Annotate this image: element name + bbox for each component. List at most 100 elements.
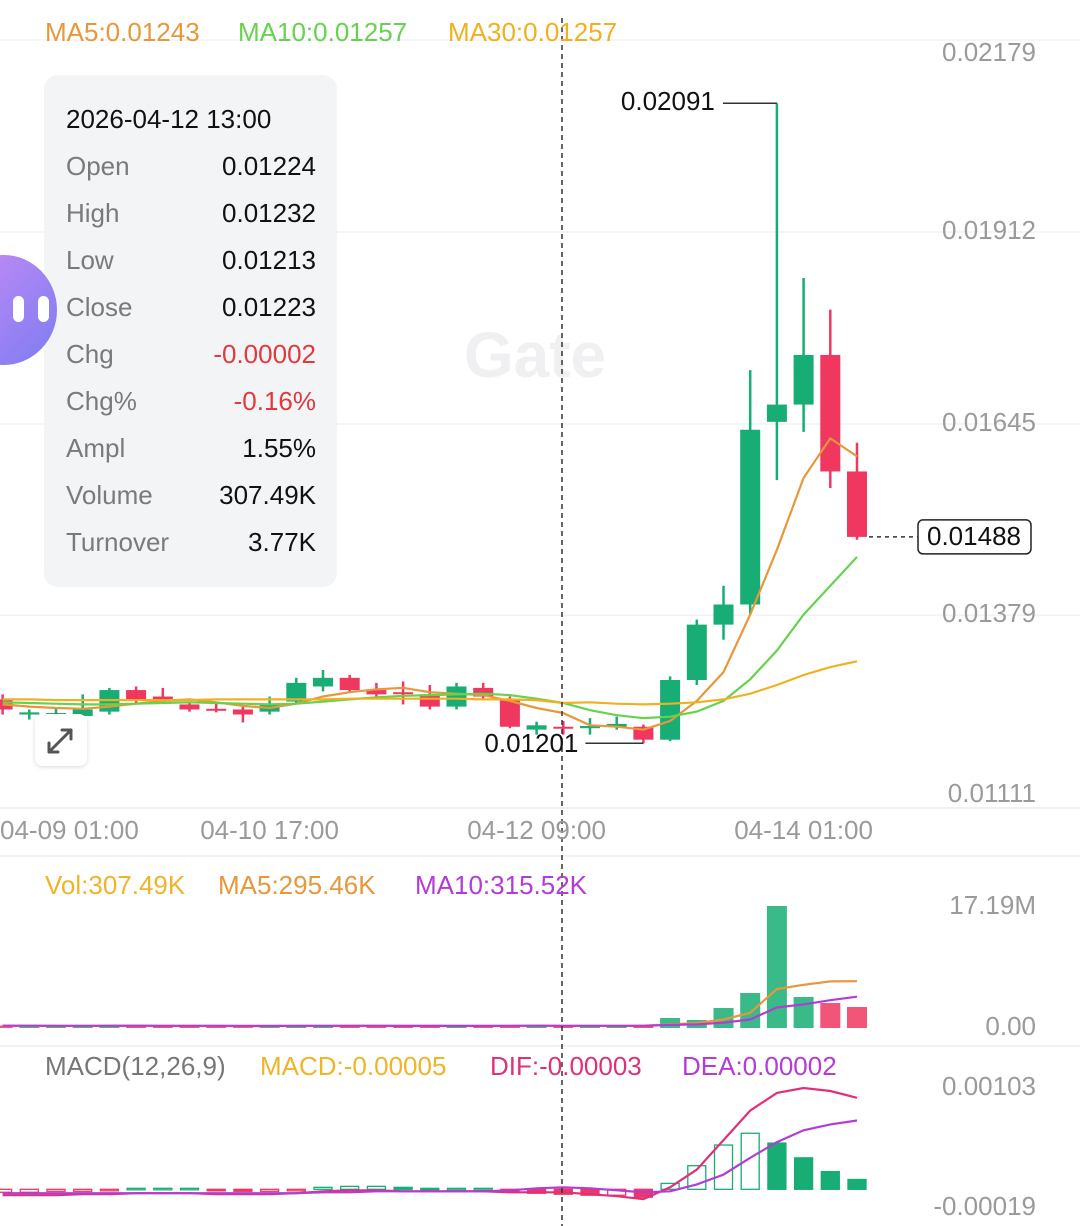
expand-button[interactable] [35,714,87,766]
macd-bar [19,1188,39,1193]
volume-bar [660,1017,681,1028]
macd-bar [179,1187,200,1191]
tooltip-value: 0.01223 [222,292,316,322]
macd-bar [740,1132,760,1190]
macd-bar [767,1142,787,1190]
tooltip-value: -0.16% [234,386,316,416]
candle-body [686,624,707,680]
y-tick-label: 0.00 [985,1011,1036,1041]
candle-body [286,682,307,702]
tooltip-value: 3.77K [248,527,317,557]
volume-bar [152,1026,173,1028]
volume-bar [126,1025,147,1028]
volume-bar [766,906,787,1028]
tooltip-value: 0.01213 [222,245,316,275]
candle-body [313,677,333,687]
tooltip-label: Low [66,245,114,275]
last-price-box [917,519,1032,555]
candle-body [820,354,841,472]
candle-body [446,686,467,707]
labels: 0.02179 0.01912 0.01645 0.01379 0.01111 04-09… [0,17,1036,1221]
tooltip-value: 0.01232 [222,198,316,228]
y-tick-label: 0.01379 [942,598,1036,628]
candle-body [393,692,414,695]
volume-bar [740,993,761,1028]
tooltip-value: -0.00002 [213,339,316,369]
y-tick-label: -0.00019 [933,1191,1036,1221]
legend-item: Vol:307.49K [45,870,186,900]
volume-bar [820,1003,841,1028]
tooltip-value: 307.49K [219,480,317,510]
macd-bar [0,1188,13,1193]
bubble-eye [38,296,49,322]
low-label: 0.01201 [484,728,578,758]
candle-body [766,404,787,422]
tooltip-time: 2026-04-12 13:00 [66,104,271,134]
y-tick-label: 0.01645 [942,407,1036,437]
legend-item: DEA:0.00002 [682,1051,837,1081]
macd-bar [420,1187,440,1191]
volume-bar [206,1026,227,1028]
macd-bar [259,1188,280,1192]
macd-bar [473,1187,493,1191]
y-tick-label: 0.01912 [942,215,1036,245]
volume-ma-line [2,995,858,1028]
candle-body [179,704,200,710]
legend-item: MA10:315.52K [415,870,588,900]
candle-body [366,690,387,695]
legend-item: DIF:-0.00003 [490,1051,642,1081]
y-tick-label: 0.00103 [942,1071,1036,1101]
tooltip-rows: Open 0.01224 High 0.01232 Low 0.01213 Close 0.0… [66,151,317,557]
volume-bar [179,1026,200,1028]
legend-item: MA5:295.46K [218,870,376,900]
tooltip-label: Chg% [66,386,137,416]
macd-bar [153,1187,173,1191]
volume-bar [366,1026,387,1028]
macd-bar [99,1188,120,1192]
volume-bar [793,996,814,1028]
candle-body [206,708,227,711]
expand-icon [47,728,73,754]
macd-bar [366,1185,387,1190]
candle-body [713,604,734,625]
tooltip-label: Ampl [66,433,125,463]
marks [0,103,867,1201]
bubble[interactable] [0,255,57,365]
y-tick-label: 17.19M [949,890,1036,920]
macd-line [2,1119,858,1195]
macd-bar [46,1188,66,1192]
macd-bar [847,1178,867,1190]
candle-body [793,354,814,405]
x-tick-label: 04-10 17:00 [200,815,339,845]
macd-bar [820,1170,840,1190]
bubble-eye [13,296,24,322]
candle-body [499,699,520,727]
candle-body [740,429,761,605]
candle-body [580,726,600,729]
legend-item: MA10:0.01257 [238,17,407,47]
assistant-bubble[interactable] [0,255,57,365]
tooltip-label: Close [66,292,132,322]
macd-bar [206,1188,226,1192]
candle-body [152,696,173,700]
volume-bar [580,1026,600,1028]
tooltip-label: Open [66,151,130,181]
macd-bar [233,1188,253,1192]
tooltip: 2026-04-12 13:00 Open 0.01224 High 0.01232 L… [44,75,337,587]
macd-bar [713,1144,734,1190]
tooltip-value: 1.55% [242,433,316,463]
candle-body [606,723,627,727]
volume-bar [847,1006,867,1028]
legend-item: MACD(12,26,9) [45,1051,226,1081]
tooltip-label: High [66,198,119,228]
volume-bar [393,1026,414,1028]
x-tick-label: 04-09 01:00 [0,815,139,845]
tooltip-value: 0.01224 [222,151,316,181]
candle-body [339,677,360,691]
tooltip-label: Chg [66,339,114,369]
tooltip-box [44,75,337,587]
y-tick-label: 0.02179 [942,37,1036,67]
candle-body [19,712,40,715]
